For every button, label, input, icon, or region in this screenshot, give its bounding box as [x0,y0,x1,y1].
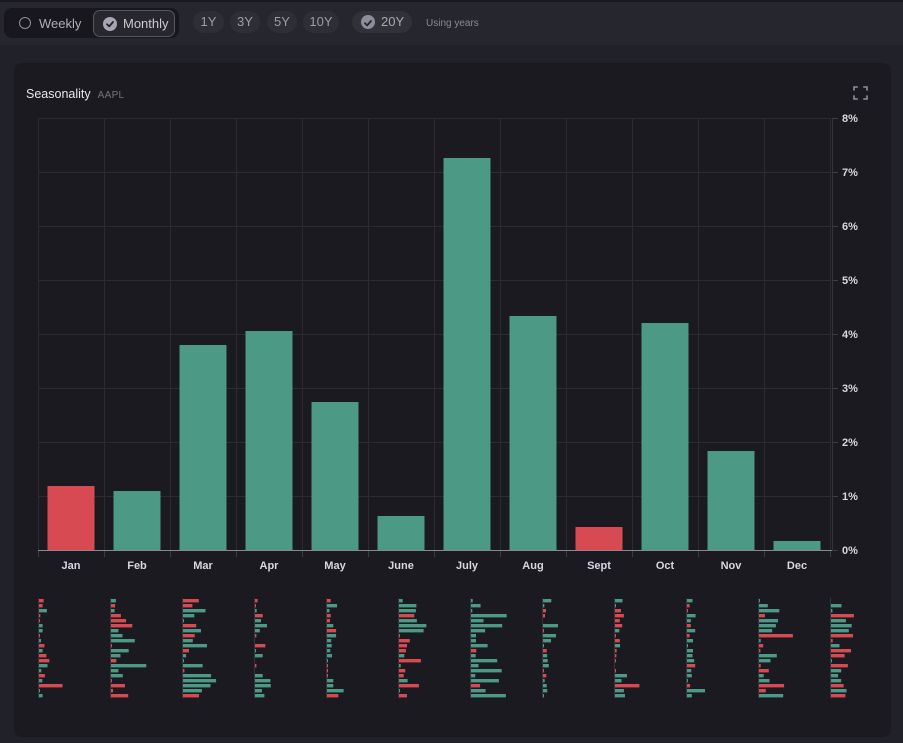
svg-text:Apr: Apr [260,560,280,572]
svg-text:Dec: Dec [787,560,807,572]
svg-text:1%: 1% [842,491,858,503]
svg-text:0%: 0% [842,545,858,557]
svg-text:4%: 4% [842,329,858,341]
svg-text:Jan: Jan [62,560,81,572]
svg-text:7%: 7% [842,167,858,179]
svg-text:May: May [324,560,346,572]
svg-text:June: June [388,560,414,572]
svg-text:2%: 2% [842,437,858,449]
svg-text:3%: 3% [842,383,858,395]
svg-text:6%: 6% [842,221,858,233]
svg-text:July: July [456,560,479,572]
svg-text:Nov: Nov [721,560,743,572]
svg-text:Mar: Mar [193,560,213,572]
svg-text:Feb: Feb [127,560,147,572]
svg-text:5%: 5% [842,275,858,287]
svg-text:Aug: Aug [522,560,543,572]
svg-text:Sept: Sept [587,560,611,572]
svg-text:8%: 8% [842,113,858,125]
svg-text:Oct: Oct [656,560,675,572]
